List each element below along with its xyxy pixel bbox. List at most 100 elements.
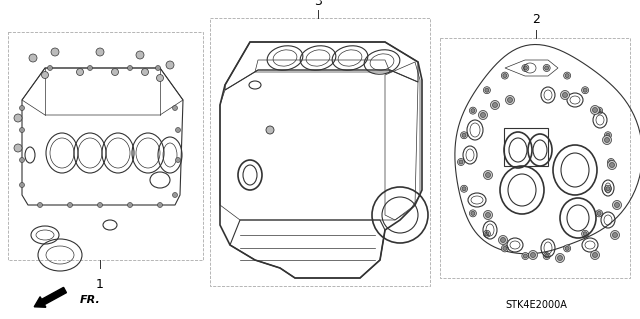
Circle shape <box>485 232 489 236</box>
Circle shape <box>543 64 550 71</box>
Text: 2: 2 <box>532 13 540 26</box>
Circle shape <box>173 192 177 197</box>
Circle shape <box>19 158 24 162</box>
Circle shape <box>614 203 620 207</box>
Circle shape <box>611 231 620 240</box>
Circle shape <box>136 51 144 59</box>
Circle shape <box>503 74 507 78</box>
Circle shape <box>19 182 24 188</box>
Circle shape <box>606 187 610 191</box>
Circle shape <box>486 212 490 218</box>
Circle shape <box>503 246 507 250</box>
Circle shape <box>483 87 490 94</box>
Circle shape <box>127 65 132 70</box>
Circle shape <box>506 95 515 105</box>
Circle shape <box>583 88 587 92</box>
Circle shape <box>564 245 571 252</box>
Circle shape <box>561 91 570 100</box>
Circle shape <box>485 88 489 92</box>
Circle shape <box>157 75 163 81</box>
Circle shape <box>593 253 598 257</box>
Circle shape <box>51 48 59 56</box>
Circle shape <box>545 254 548 258</box>
Circle shape <box>591 106 600 115</box>
Circle shape <box>461 185 468 192</box>
Circle shape <box>461 132 468 139</box>
Circle shape <box>529 250 538 259</box>
Circle shape <box>97 203 102 207</box>
Circle shape <box>500 238 506 242</box>
Circle shape <box>127 203 132 207</box>
Circle shape <box>173 106 177 110</box>
Circle shape <box>531 253 536 257</box>
Circle shape <box>565 246 569 250</box>
Circle shape <box>483 211 493 219</box>
Circle shape <box>47 65 52 70</box>
Circle shape <box>545 66 548 70</box>
Circle shape <box>462 133 466 137</box>
Circle shape <box>582 87 589 94</box>
Circle shape <box>42 71 49 78</box>
Circle shape <box>166 61 174 69</box>
Circle shape <box>583 232 587 236</box>
Bar <box>504 128 548 166</box>
Circle shape <box>19 106 24 110</box>
Circle shape <box>499 235 508 244</box>
Circle shape <box>565 74 569 78</box>
Circle shape <box>501 72 508 79</box>
Circle shape <box>543 253 550 260</box>
Circle shape <box>14 114 22 122</box>
Bar <box>210 18 430 286</box>
Circle shape <box>612 201 621 210</box>
FancyArrow shape <box>34 287 67 307</box>
Circle shape <box>19 128 24 132</box>
Circle shape <box>479 110 488 120</box>
Circle shape <box>462 187 466 191</box>
Bar <box>440 38 630 278</box>
Text: FR.: FR. <box>80 295 100 305</box>
Circle shape <box>96 48 104 56</box>
Circle shape <box>593 108 598 113</box>
Circle shape <box>458 159 465 166</box>
Text: 3: 3 <box>314 0 322 8</box>
Circle shape <box>582 230 589 237</box>
Circle shape <box>266 126 274 134</box>
Circle shape <box>501 245 508 252</box>
Circle shape <box>522 64 529 71</box>
Circle shape <box>483 230 490 237</box>
Text: 1: 1 <box>96 278 104 291</box>
Circle shape <box>609 160 613 164</box>
Circle shape <box>486 173 490 177</box>
Circle shape <box>175 158 180 162</box>
Circle shape <box>483 170 493 180</box>
Circle shape <box>591 250 600 259</box>
Circle shape <box>607 159 614 166</box>
Circle shape <box>557 256 563 261</box>
Circle shape <box>29 54 37 62</box>
Circle shape <box>493 102 497 108</box>
Circle shape <box>604 132 611 139</box>
Circle shape <box>14 144 22 152</box>
Circle shape <box>508 98 513 102</box>
Circle shape <box>459 160 463 164</box>
Circle shape <box>604 185 611 192</box>
Circle shape <box>469 210 476 217</box>
Circle shape <box>564 72 571 79</box>
Circle shape <box>602 136 611 145</box>
Circle shape <box>596 210 603 217</box>
Circle shape <box>77 69 83 76</box>
Circle shape <box>157 203 163 207</box>
Circle shape <box>481 113 486 117</box>
Circle shape <box>597 211 601 215</box>
Circle shape <box>524 66 527 70</box>
Circle shape <box>469 107 476 114</box>
Circle shape <box>609 162 614 167</box>
Circle shape <box>522 253 529 260</box>
Circle shape <box>111 69 118 76</box>
Circle shape <box>67 203 72 207</box>
Circle shape <box>596 107 603 114</box>
Circle shape <box>156 65 161 70</box>
Text: STK4E2000A: STK4E2000A <box>505 300 567 310</box>
Circle shape <box>471 211 475 215</box>
Circle shape <box>597 109 601 113</box>
